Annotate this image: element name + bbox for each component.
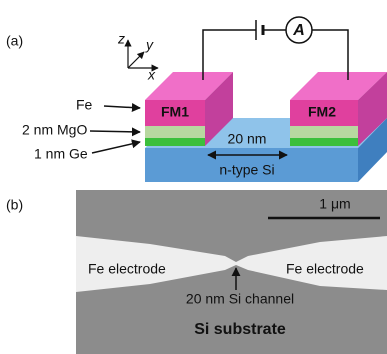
- electrode-label: FM1: [161, 104, 189, 120]
- layer-label: 1 nm Ge: [34, 146, 88, 162]
- layer-label: Fe: [76, 97, 93, 113]
- channel-label: 20 nm Si channel: [186, 291, 294, 307]
- circuit: [203, 17, 348, 80]
- page: (a) z y x FM1 FM2 A Fe 2 nm MgO: [0, 0, 387, 354]
- axis-x: x: [147, 67, 156, 83]
- axis-y: y: [145, 37, 154, 53]
- panel-label: (b): [6, 197, 23, 213]
- channel-label: n-type Si: [219, 162, 274, 178]
- panel-label: (a): [6, 33, 23, 49]
- layer-label: 2 nm MgO: [22, 122, 87, 138]
- scale-bar-label: 1 μm: [319, 196, 350, 212]
- electrode-label: FM2: [308, 104, 336, 120]
- arrow: [104, 106, 140, 108]
- axes-icon: [128, 40, 158, 68]
- arrow: [90, 131, 140, 132]
- ammeter-label: A: [292, 22, 305, 39]
- arrow: [92, 142, 140, 153]
- axis-z: z: [117, 31, 125, 47]
- electrode-label: Fe electrode: [286, 261, 364, 277]
- figure: (a) z y x FM1 FM2 A Fe 2 nm MgO: [0, 0, 387, 354]
- electrode-label: Fe electrode: [88, 261, 166, 277]
- substrate-label: Si substrate: [194, 321, 286, 338]
- gap-label: 20 nm: [228, 131, 267, 147]
